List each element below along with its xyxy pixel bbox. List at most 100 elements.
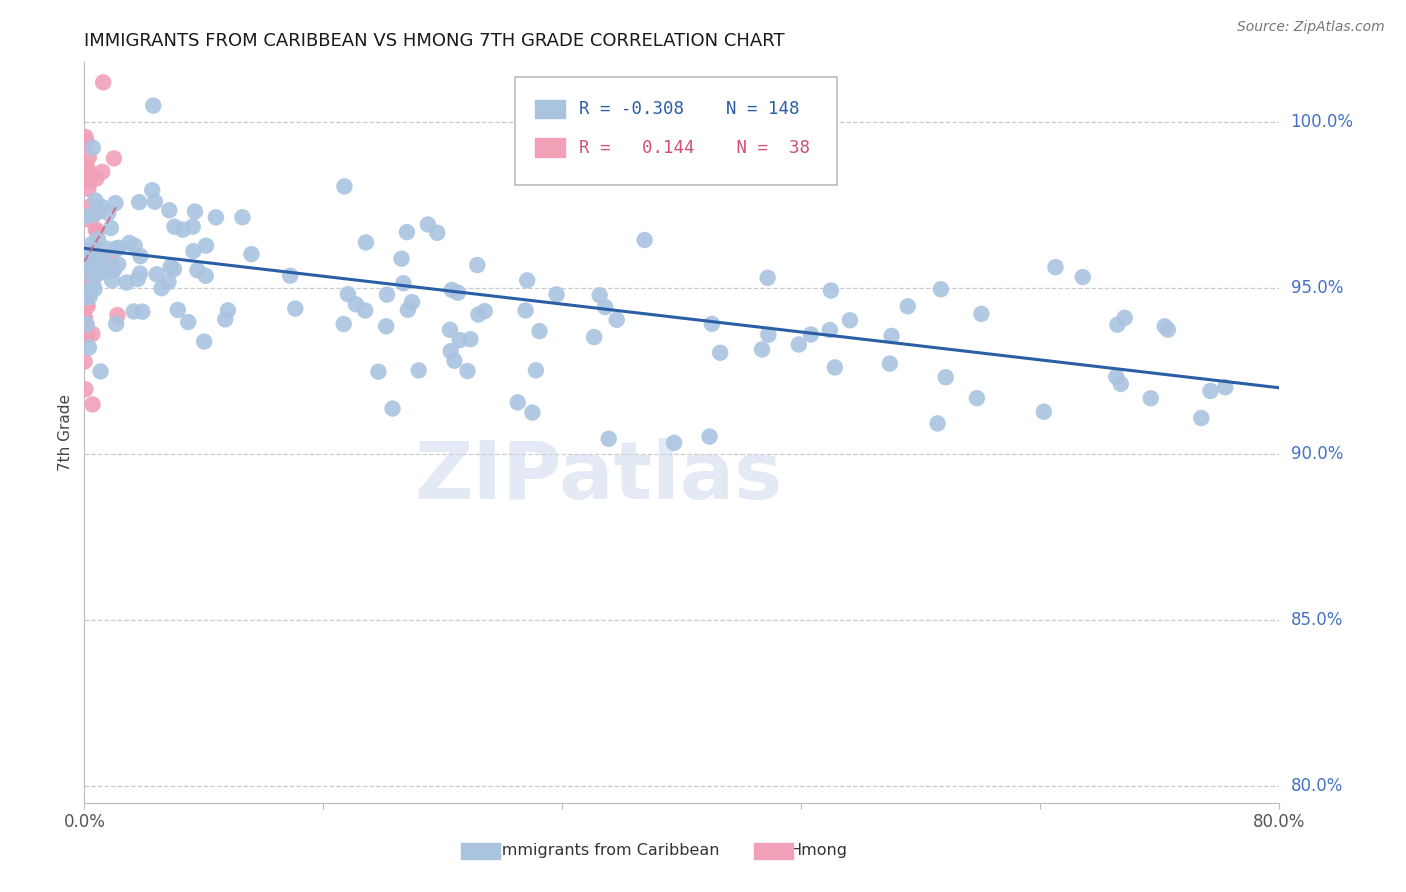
Point xyxy=(83,282,105,296)
Point xyxy=(522,406,544,420)
Point xyxy=(529,324,551,338)
Point xyxy=(75,159,97,173)
Point xyxy=(700,317,723,331)
Point xyxy=(105,308,128,322)
Point xyxy=(127,272,149,286)
Point xyxy=(1157,323,1180,337)
Point xyxy=(214,312,236,326)
Point xyxy=(381,401,404,416)
Point xyxy=(506,395,529,409)
Point xyxy=(84,206,107,220)
Point xyxy=(73,288,96,302)
Point xyxy=(93,252,115,267)
Point xyxy=(820,284,842,298)
Point xyxy=(73,310,96,324)
Point xyxy=(86,205,108,219)
Point xyxy=(150,281,173,295)
Point xyxy=(195,238,218,252)
Point xyxy=(82,326,104,341)
Point xyxy=(108,241,131,255)
Text: 80.0%: 80.0% xyxy=(1291,777,1343,795)
Point xyxy=(77,212,100,227)
Text: 100.0%: 100.0% xyxy=(1291,113,1354,131)
Point xyxy=(184,204,207,219)
Point xyxy=(332,317,354,331)
Point xyxy=(756,327,779,342)
Point xyxy=(217,303,239,318)
Point xyxy=(375,319,398,334)
Point xyxy=(76,290,98,304)
Point xyxy=(91,75,114,89)
Point xyxy=(86,224,108,238)
Point xyxy=(1114,310,1136,325)
Point xyxy=(91,165,114,179)
Point xyxy=(80,252,103,266)
Point xyxy=(103,152,125,166)
Point xyxy=(751,343,773,357)
Point xyxy=(131,304,153,318)
Point xyxy=(367,365,389,379)
Point xyxy=(82,397,104,411)
Point xyxy=(897,299,920,313)
Text: 95.0%: 95.0% xyxy=(1291,279,1343,297)
Point xyxy=(83,208,105,222)
Point xyxy=(194,268,217,283)
Point xyxy=(83,250,105,264)
Point xyxy=(89,266,111,280)
Point xyxy=(1139,391,1161,405)
Point xyxy=(75,382,97,396)
Point xyxy=(105,317,128,331)
Point xyxy=(73,312,96,326)
Point xyxy=(278,268,301,283)
FancyBboxPatch shape xyxy=(534,138,565,157)
Point xyxy=(756,270,779,285)
Point xyxy=(193,334,215,349)
Point xyxy=(97,206,120,220)
Point xyxy=(966,391,988,405)
Point xyxy=(1105,369,1128,384)
Point xyxy=(76,285,98,299)
Point xyxy=(879,357,901,371)
Point xyxy=(84,222,107,236)
Point xyxy=(83,253,105,268)
Text: ZIPatlas: ZIPatlas xyxy=(415,438,782,516)
Point xyxy=(80,279,103,293)
Point xyxy=(79,174,101,188)
Point xyxy=(800,327,823,342)
FancyBboxPatch shape xyxy=(461,843,501,859)
Point xyxy=(181,219,204,234)
Point xyxy=(439,323,461,337)
Point xyxy=(395,225,418,239)
Point xyxy=(129,267,152,281)
Point xyxy=(122,304,145,318)
Point xyxy=(440,344,463,359)
Point xyxy=(1109,376,1132,391)
Text: Hmong: Hmong xyxy=(790,844,848,858)
Point xyxy=(927,417,949,431)
Point xyxy=(75,297,97,311)
Point xyxy=(662,435,685,450)
Point xyxy=(145,268,167,282)
Point xyxy=(1189,411,1212,425)
Point xyxy=(426,226,449,240)
Point xyxy=(467,258,489,272)
Point xyxy=(157,203,180,218)
Point xyxy=(142,98,165,112)
Point xyxy=(104,196,127,211)
Point xyxy=(1045,260,1067,274)
Point xyxy=(929,282,952,296)
Point xyxy=(593,300,616,314)
Point xyxy=(375,287,398,301)
Point xyxy=(408,363,430,377)
Point xyxy=(76,318,98,332)
Point xyxy=(1153,319,1175,334)
Point xyxy=(440,283,463,297)
Point xyxy=(186,263,208,277)
Point xyxy=(1199,384,1222,398)
Point xyxy=(129,249,152,263)
Point xyxy=(90,200,112,214)
Point xyxy=(79,290,101,304)
Point xyxy=(205,211,228,225)
Point xyxy=(75,135,97,149)
Point xyxy=(839,313,862,327)
